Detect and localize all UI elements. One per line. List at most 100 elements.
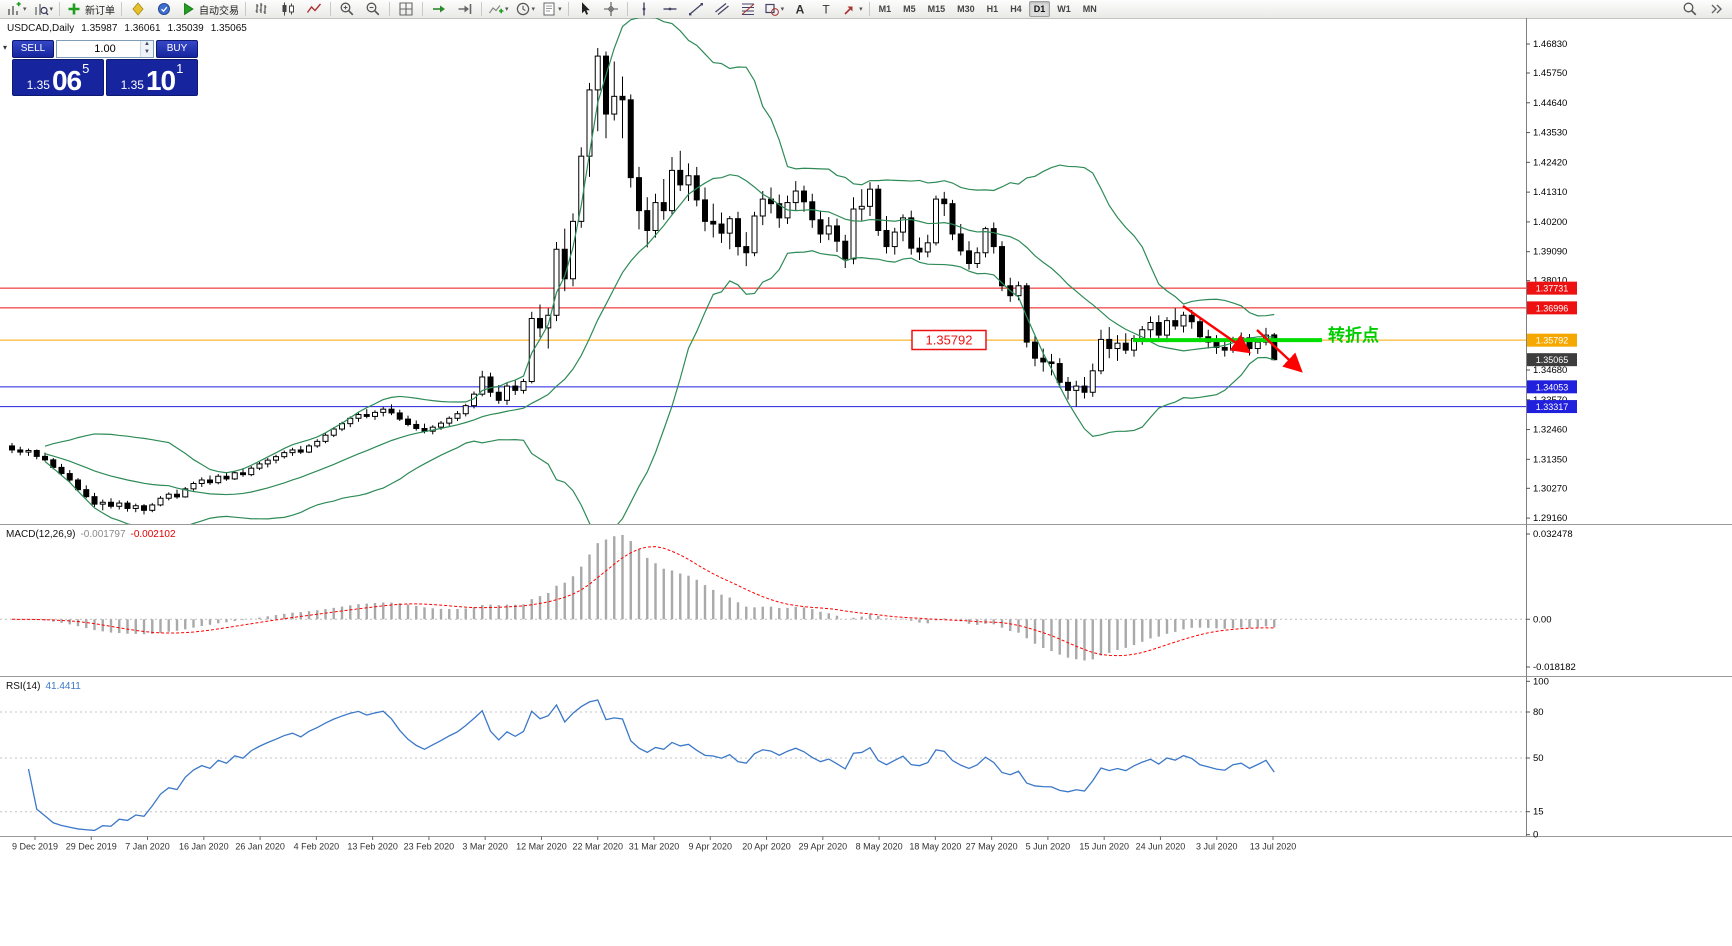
annotations[interactable]: 1.35792 转折点 xyxy=(911,305,1379,373)
svg-text:16 Jan 2020: 16 Jan 2020 xyxy=(179,842,229,852)
fibonacci-button[interactable] xyxy=(735,0,761,19)
crosshair-button[interactable] xyxy=(598,0,624,19)
spin-up-icon[interactable]: ▲ xyxy=(141,41,153,49)
quick-search-button[interactable] xyxy=(1677,0,1703,19)
new-order-button[interactable]: 新订单 xyxy=(63,0,118,19)
price-badge-1.35065 xyxy=(1527,353,1577,367)
svg-text:18 May 2020: 18 May 2020 xyxy=(909,842,961,852)
shapes-icon xyxy=(764,1,780,17)
svg-text:15 Jun 2020: 15 Jun 2020 xyxy=(1079,842,1129,852)
shapes-button[interactable]: ▾ xyxy=(761,0,788,19)
svg-text:80: 80 xyxy=(1533,707,1544,718)
toolbar-right-group xyxy=(1677,0,1729,19)
vertical-line-button[interactable] xyxy=(631,0,657,19)
timeframe-button-M1[interactable]: M1 xyxy=(878,4,892,14)
chart-plus-icon xyxy=(6,1,22,17)
timeframe-button-H1[interactable]: H1 xyxy=(986,4,999,14)
timeframe-button-D1[interactable]: D1 xyxy=(1028,1,1051,17)
text-label-button[interactable]: T xyxy=(813,0,839,19)
svg-text:22 Mar 2020: 22 Mar 2020 xyxy=(572,842,623,852)
macd-indicator-label: MACD(12,26,9) -0.001797 -0.002102 xyxy=(6,529,176,540)
indicators-button[interactable]: ▾ xyxy=(485,0,512,19)
autotrading-button[interactable]: 自动交易 xyxy=(177,0,242,19)
macd-pane xyxy=(0,534,1526,661)
vline-icon xyxy=(636,1,652,17)
svg-text:1.36996: 1.36996 xyxy=(1536,303,1569,313)
trend-arrow-1[interactable] xyxy=(1182,305,1251,354)
bb-lower xyxy=(44,250,1275,524)
chevron-down-icon: ▾ xyxy=(859,6,863,13)
chart-shift-button[interactable] xyxy=(452,0,478,19)
tile-windows-button[interactable] xyxy=(393,0,419,19)
new-chart-button[interactable]: ▾ xyxy=(3,0,30,19)
svg-text:0.032478: 0.032478 xyxy=(1533,529,1573,540)
horizontal-line-button[interactable] xyxy=(657,0,683,19)
toolbar-separator xyxy=(481,2,483,16)
toolbar-separator xyxy=(567,2,569,16)
horizontal-lines[interactable] xyxy=(0,287,1526,408)
timeframe-button-M15[interactable]: M15 xyxy=(927,4,946,14)
timeframe-button-MN[interactable]: MN xyxy=(1082,4,1097,14)
volume-input[interactable]: 1.00 ▲ ▼ xyxy=(56,40,154,58)
price-badge-1.33317 xyxy=(1527,400,1577,414)
one-click-trading-widget: ▾ SELL 1.00 ▲ ▼ BUY 1.35 06 5 1.35 10 1 xyxy=(2,40,198,96)
svg-text:1.42420: 1.42420 xyxy=(1533,157,1567,168)
svg-text:1.35065: 1.35065 xyxy=(1536,355,1569,365)
arrows-button[interactable]: ▾ xyxy=(839,0,866,19)
auto-scroll-icon xyxy=(431,1,447,17)
chart-profiles-button[interactable]: ▾ xyxy=(30,0,57,19)
svg-text:1.30270: 1.30270 xyxy=(1533,483,1567,494)
timeframe-button-H4[interactable]: H4 xyxy=(1010,4,1022,14)
price-badge-1.37731 xyxy=(1527,281,1577,295)
toolbar-more-button[interactable] xyxy=(1703,0,1729,19)
buy-button[interactable]: BUY xyxy=(156,40,198,58)
svg-text:1.31350: 1.31350 xyxy=(1533,454,1567,465)
toolbar-separator xyxy=(389,2,391,16)
timeframe-button-M5[interactable]: M5 xyxy=(903,4,916,14)
rsi-axis: 100 80 50 15 0 xyxy=(1526,676,1549,841)
templates-button[interactable]: ▾ xyxy=(538,0,565,19)
sell-price-panel[interactable]: 1.35 06 5 xyxy=(12,59,104,96)
periods-button[interactable]: ▾ xyxy=(512,0,539,19)
toolbar-separator xyxy=(330,2,332,16)
timeframe-button-M30[interactable]: M30 xyxy=(957,4,975,14)
grid-icon xyxy=(398,1,414,17)
trendline-button[interactable] xyxy=(683,0,709,19)
diamond-yellow-icon xyxy=(130,1,146,17)
pane-frames xyxy=(0,18,1732,837)
trend-arrow-2[interactable] xyxy=(1256,329,1303,373)
sell-button[interactable]: SELL xyxy=(12,40,54,58)
circle-blue-icon xyxy=(156,1,172,17)
ohlc-high: 1.36061 xyxy=(124,23,161,34)
timeframe-button-W1[interactable]: W1 xyxy=(1057,4,1071,14)
spin-down-icon[interactable]: ▼ xyxy=(141,49,153,57)
cursor-icon xyxy=(577,1,593,17)
auto-scroll-button[interactable] xyxy=(426,0,452,19)
buy-price-big: 10 xyxy=(145,65,176,96)
buy-price-small: 1.35 xyxy=(120,78,144,92)
svg-text:1.32460: 1.32460 xyxy=(1533,425,1567,436)
metaeditor-button[interactable] xyxy=(125,0,151,19)
price-badge-1.34053 xyxy=(1527,380,1577,394)
main-toolbar: ▾ ▾ 新订单 自动交易 ▾ ▾ ▾ ▾ A T ▾ M1 M5 M15 M30 H1 H4 D1 W1 MN xyxy=(0,0,1732,19)
volume-stepper[interactable]: ▲ ▼ xyxy=(140,41,153,57)
text-button[interactable]: A xyxy=(787,0,813,19)
terminal-button[interactable] xyxy=(151,0,177,19)
zoom-out-button[interactable] xyxy=(360,0,386,19)
toolbar-separator xyxy=(422,2,424,16)
collapse-arrow-icon[interactable]: ▾ xyxy=(3,43,8,52)
chart-candles-button[interactable] xyxy=(275,0,301,19)
cursor-button[interactable] xyxy=(572,0,598,19)
autotrading-label: 自动交易 xyxy=(199,5,240,17)
level-callout-box[interactable] xyxy=(911,329,987,351)
chart-line-button[interactable] xyxy=(301,0,327,19)
zoom-in-button[interactable] xyxy=(334,0,360,19)
equidistant-channel-button[interactable] xyxy=(709,0,735,19)
chart-bars-button[interactable] xyxy=(249,0,275,19)
turning-point-label[interactable]: 转折点 xyxy=(1328,325,1379,345)
ohlc-low: 1.35039 xyxy=(167,23,204,34)
buy-price-panel[interactable]: 1.35 10 1 xyxy=(106,59,198,96)
macd-value-main: -0.001797 xyxy=(80,529,126,540)
